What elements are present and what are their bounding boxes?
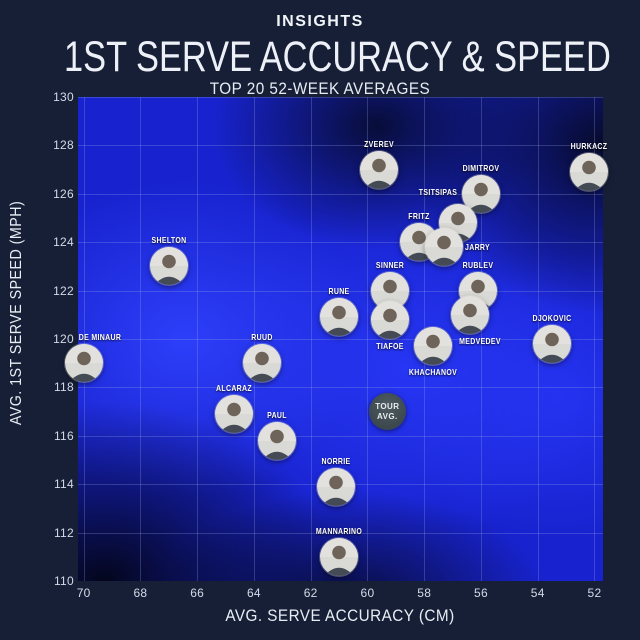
x-axis-title: AVG. SERVE ACCURACY (CM)	[225, 606, 455, 625]
gridline-vertical	[310, 97, 312, 581]
gridline-horizontal	[78, 290, 603, 292]
gridline-vertical	[197, 97, 199, 581]
y-tick-label: 110	[53, 574, 74, 588]
x-tick-label: 66	[190, 586, 205, 600]
y-tick-label: 128	[53, 138, 74, 153]
scatter-plot-area	[78, 97, 603, 581]
gridline-horizontal	[78, 387, 603, 389]
x-tick-label: 70	[76, 586, 91, 600]
x-tick-label: 58	[417, 586, 432, 600]
gridline-horizontal	[78, 339, 603, 340]
y-axis-title: AVG. 1ST SERVE SPEED (MPH)	[8, 200, 25, 426]
x-tick-label: 62	[303, 586, 318, 600]
eyebrow-label: INSIGHTS	[276, 13, 364, 30]
gridline-vertical	[367, 97, 369, 581]
x-tick-label: 60	[360, 586, 375, 600]
y-tick-label: 118	[53, 380, 74, 395]
gridline-vertical	[140, 97, 142, 581]
gridline-horizontal	[78, 97, 603, 98]
gridline-vertical	[594, 97, 596, 581]
gridline-horizontal	[78, 435, 603, 437]
gridline-horizontal	[78, 532, 603, 534]
x-tick-label: 56	[473, 586, 488, 600]
y-tick-label: 112	[53, 525, 74, 540]
gridline-horizontal	[78, 193, 603, 195]
y-tick-label: 126	[53, 186, 74, 201]
x-tick-label: 64	[246, 586, 261, 600]
page-title: 1ST SERVE ACCURACY & SPEED	[64, 33, 611, 81]
x-tick-label: 54	[530, 586, 545, 600]
page-subtitle: TOP 20 52-WEEK AVERAGES	[209, 79, 431, 98]
y-tick-label: 130	[53, 90, 74, 104]
y-tick-label: 116	[53, 428, 74, 443]
gridline-horizontal	[78, 242, 603, 244]
y-tick-label: 124	[53, 235, 74, 250]
y-tick-label: 114	[53, 477, 74, 492]
x-tick-label: 68	[133, 586, 148, 600]
gridline-vertical	[83, 97, 85, 581]
y-tick-label: 122	[53, 283, 74, 298]
gridline-vertical	[480, 97, 482, 581]
gridline-vertical	[253, 97, 255, 581]
gridline-horizontal	[78, 484, 603, 486]
x-tick-label: 52	[587, 586, 602, 600]
y-tick-label: 120	[53, 332, 74, 346]
gridline-horizontal	[78, 145, 603, 147]
